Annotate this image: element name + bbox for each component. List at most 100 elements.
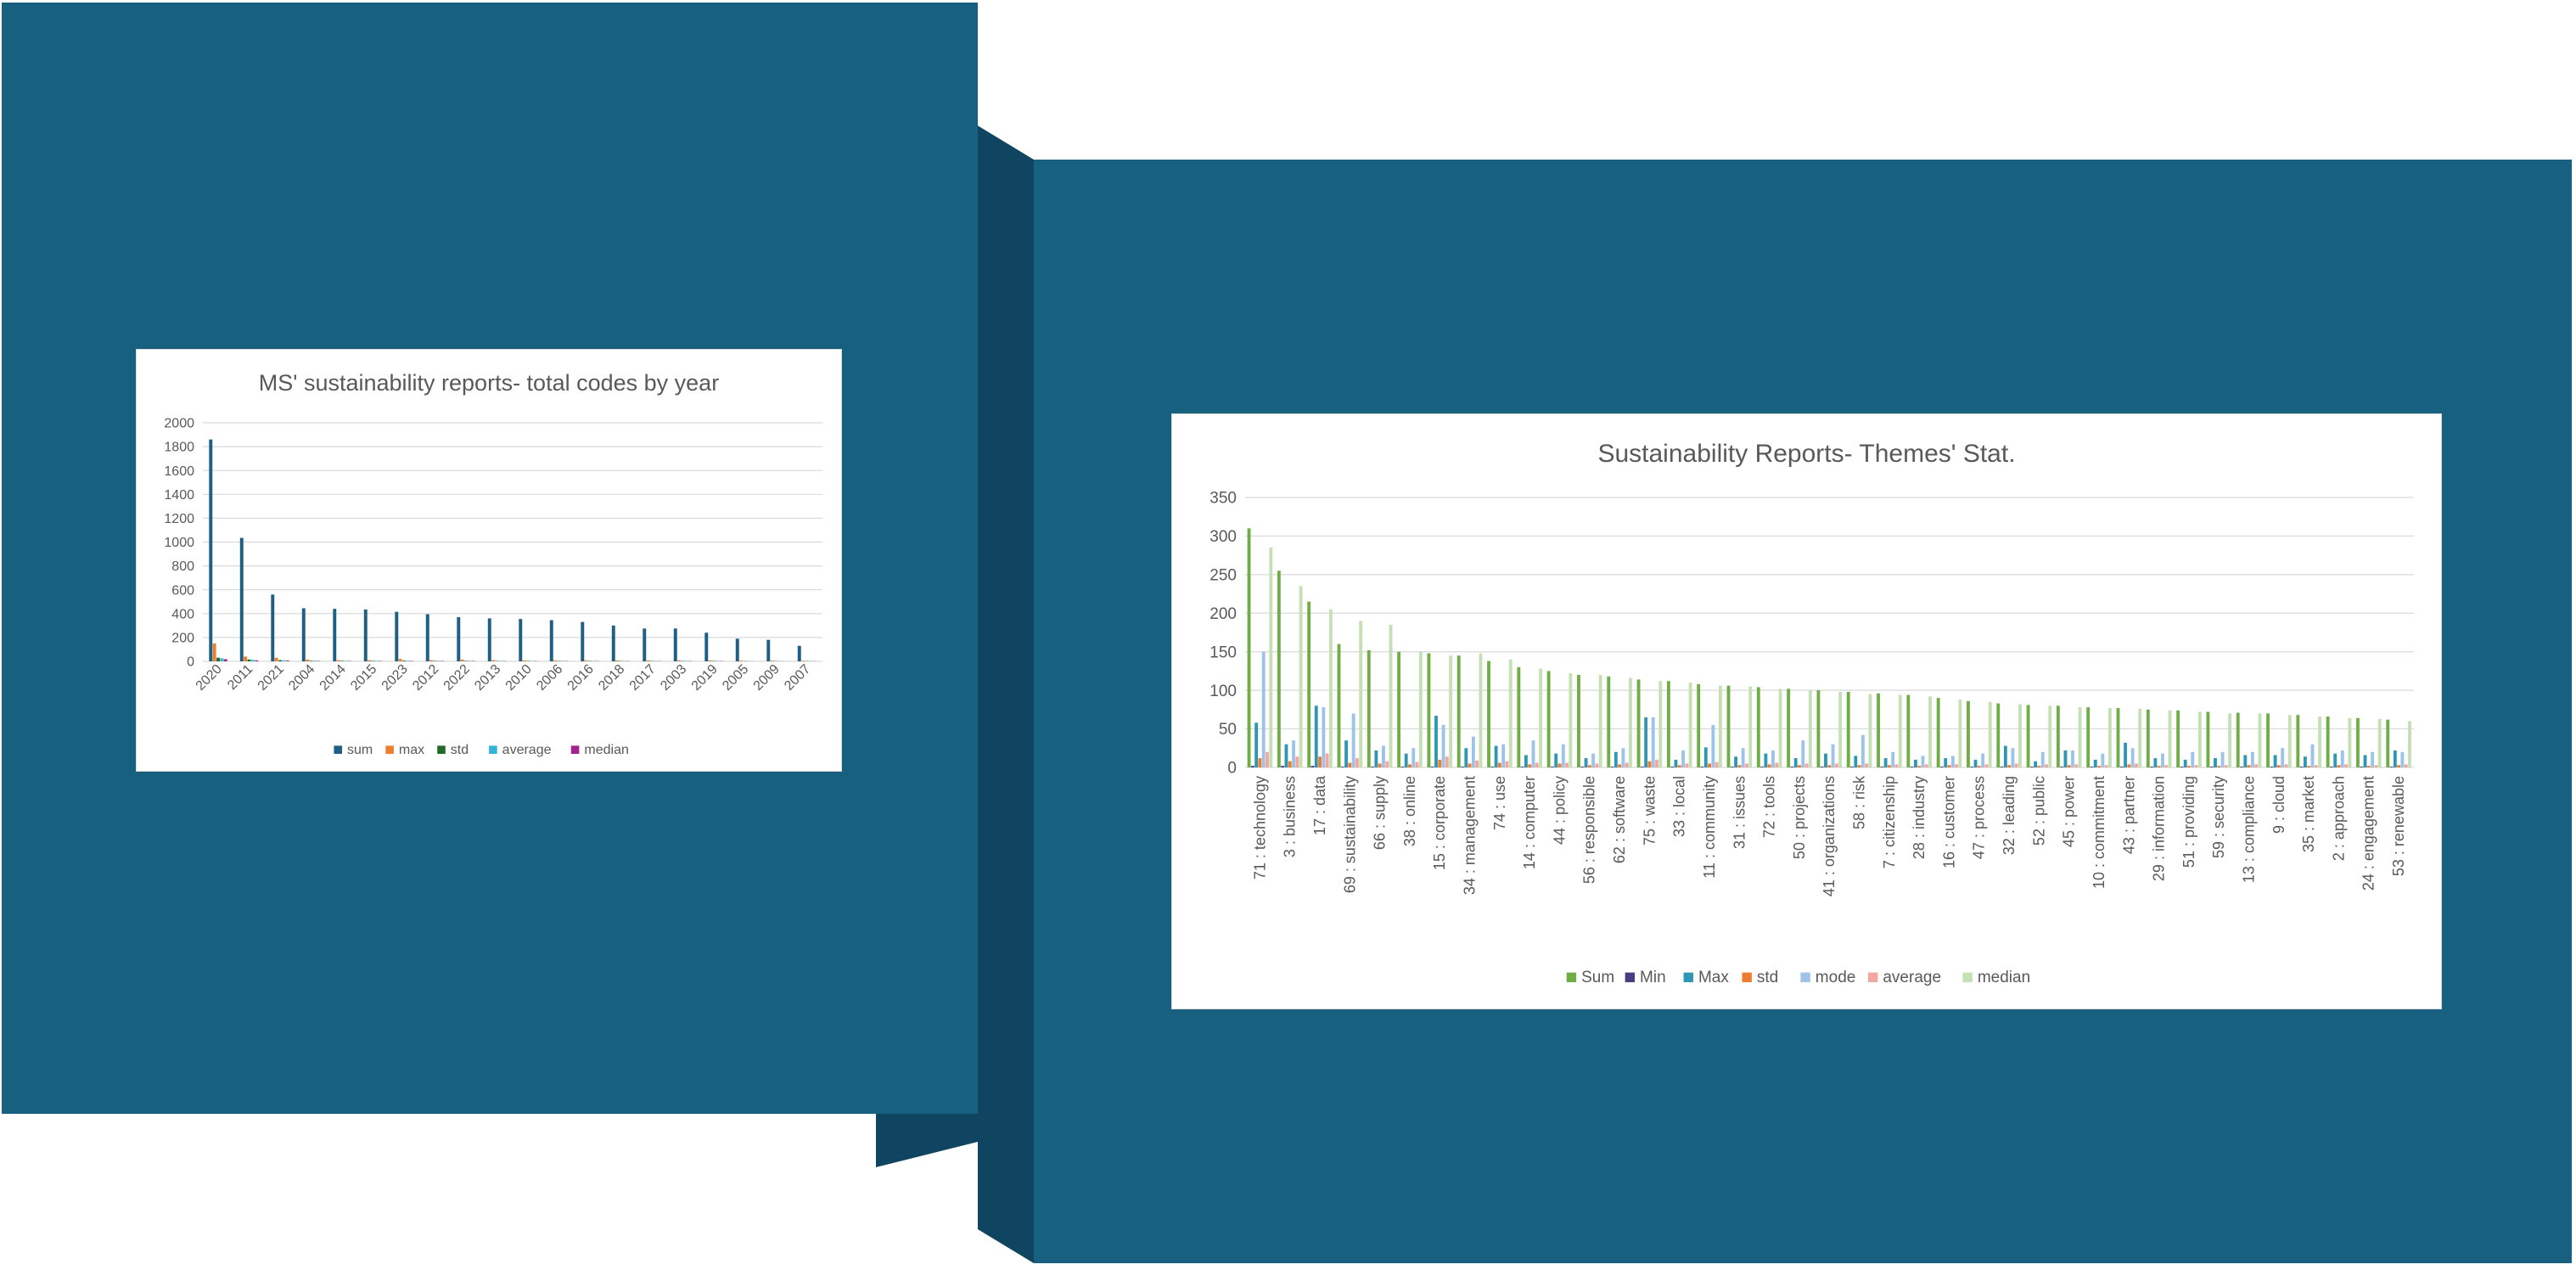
x-tick-label: 51 : providing	[2180, 776, 2197, 868]
x-tick-label: 47 : process	[1971, 776, 1988, 859]
y-tick-label: 0	[187, 655, 194, 670]
bar	[553, 660, 558, 661]
bar	[2224, 765, 2228, 767]
bar	[1981, 753, 1985, 767]
bar	[2284, 764, 2288, 767]
x-tick-label: 2007	[782, 662, 813, 694]
bar	[2266, 713, 2270, 767]
x-tick-label: 32 : leading	[2001, 776, 2018, 855]
bar	[255, 660, 259, 661]
bar	[1764, 753, 1768, 767]
bar	[2276, 765, 2281, 767]
bar	[1928, 696, 1932, 767]
bar	[1318, 756, 1322, 767]
bar	[2310, 744, 2315, 767]
bar	[436, 660, 441, 661]
bar	[216, 657, 221, 661]
bar	[429, 660, 434, 661]
bar	[1404, 753, 1408, 767]
bar	[312, 660, 317, 661]
legend-label: average	[502, 743, 552, 757]
bar	[2326, 716, 2330, 767]
bar	[395, 611, 399, 661]
bar	[1865, 763, 1869, 767]
bar	[797, 645, 801, 661]
x-tick-label: 2023	[379, 662, 411, 694]
x-tick-label: 33 : local	[1671, 776, 1688, 837]
bar	[1374, 750, 1378, 767]
legend: sum max std average median	[334, 743, 629, 757]
y-tick-label: 150	[1209, 643, 1237, 661]
x-tick-label: 2021	[255, 662, 287, 694]
bar	[1587, 765, 1591, 767]
bar	[464, 660, 469, 661]
bar	[2056, 705, 2060, 767]
bar	[247, 659, 251, 661]
bar	[1857, 765, 1861, 767]
bar	[1456, 655, 1461, 767]
bar	[1494, 745, 1498, 767]
x-tick-label: 72 : tools	[1761, 776, 1778, 838]
bar	[1269, 548, 1273, 767]
legend: Sum Min Max std mode average median	[1566, 969, 2030, 986]
bar	[2048, 705, 2052, 767]
bar	[1801, 740, 1805, 767]
x-tick-label: 7 : citizenship	[1881, 776, 1898, 868]
legend-swatch	[385, 745, 394, 754]
bar	[1644, 716, 1648, 767]
bar	[1591, 753, 1596, 767]
bar	[1681, 750, 1685, 767]
x-tick-label: 2015	[348, 662, 379, 694]
x-tick-label: 2020	[194, 662, 225, 694]
bar	[1834, 763, 1838, 767]
bar	[2034, 761, 2038, 767]
bar	[1261, 651, 1266, 767]
bar	[1950, 756, 1955, 767]
bar	[1557, 763, 1562, 767]
bar	[1936, 698, 1940, 767]
bar	[2243, 755, 2248, 767]
bar	[1415, 761, 1419, 767]
bar	[2377, 718, 2382, 767]
x-tick-label: 2022	[441, 662, 473, 694]
bar	[2135, 763, 2138, 767]
bar	[1378, 763, 1382, 767]
bar	[1475, 760, 1479, 767]
y-tick-label: 1800	[164, 441, 194, 455]
bar	[1528, 764, 1532, 767]
bar	[1745, 763, 1748, 767]
x-tick-label: 2003	[658, 662, 689, 694]
y-tick-label: 250	[1209, 567, 1237, 585]
legend-swatch	[1683, 972, 1693, 982]
bar	[487, 618, 491, 661]
bar	[801, 660, 805, 661]
bar	[1441, 725, 1445, 767]
bar	[1434, 716, 1438, 767]
bar	[2026, 705, 2030, 767]
bars	[209, 439, 817, 661]
bar	[2236, 712, 2240, 767]
bar	[491, 660, 496, 661]
bar	[1955, 764, 1959, 767]
bar	[1277, 570, 1281, 767]
bar	[1348, 762, 1352, 767]
bar	[1299, 586, 1303, 767]
bar	[2176, 710, 2180, 767]
bar	[2197, 711, 2202, 767]
legend-swatch	[334, 745, 343, 754]
bar	[2127, 764, 2131, 767]
bar	[1258, 758, 1262, 767]
bar	[1351, 713, 1355, 767]
bar	[340, 660, 345, 661]
bar	[374, 660, 379, 661]
legend-swatch	[1867, 972, 1878, 982]
bar	[581, 621, 585, 661]
x-tick-label: 58 : risk	[1851, 775, 1868, 829]
bar	[212, 643, 216, 661]
bar	[1554, 753, 1558, 767]
bar	[239, 537, 244, 661]
bar	[2187, 766, 2191, 767]
bar	[1838, 691, 1843, 767]
bar	[2097, 766, 2101, 767]
bar	[402, 660, 407, 661]
